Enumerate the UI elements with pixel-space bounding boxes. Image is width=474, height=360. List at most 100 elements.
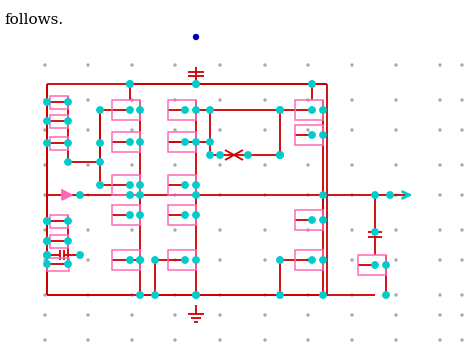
Circle shape: [351, 99, 353, 101]
Circle shape: [77, 192, 83, 198]
Circle shape: [174, 129, 176, 131]
Circle shape: [264, 259, 266, 261]
Circle shape: [127, 139, 133, 145]
Circle shape: [44, 99, 46, 101]
Circle shape: [219, 64, 221, 66]
Circle shape: [264, 129, 266, 131]
Circle shape: [97, 159, 103, 165]
Circle shape: [193, 81, 199, 87]
Text: follows.: follows.: [4, 13, 63, 27]
Circle shape: [137, 212, 143, 218]
Circle shape: [207, 107, 213, 113]
Circle shape: [439, 339, 441, 341]
Circle shape: [264, 164, 266, 166]
Circle shape: [264, 99, 266, 101]
Circle shape: [97, 140, 103, 146]
Circle shape: [264, 64, 266, 66]
Circle shape: [277, 257, 283, 263]
Circle shape: [461, 129, 463, 131]
Circle shape: [97, 182, 103, 188]
Circle shape: [182, 139, 188, 145]
Circle shape: [309, 107, 315, 113]
Circle shape: [44, 99, 50, 105]
Circle shape: [131, 194, 133, 196]
Circle shape: [131, 164, 133, 166]
Circle shape: [127, 81, 133, 87]
Circle shape: [87, 129, 89, 131]
Circle shape: [264, 314, 266, 316]
Circle shape: [219, 194, 221, 196]
Circle shape: [264, 194, 266, 196]
Circle shape: [439, 99, 441, 101]
Circle shape: [131, 259, 133, 261]
Circle shape: [44, 129, 46, 131]
Circle shape: [87, 99, 89, 101]
Circle shape: [174, 64, 176, 66]
Circle shape: [395, 99, 397, 101]
Circle shape: [307, 259, 309, 261]
Circle shape: [152, 257, 158, 263]
Circle shape: [219, 259, 221, 261]
Circle shape: [383, 262, 389, 268]
Bar: [168, 132, 196, 152]
Circle shape: [307, 229, 309, 231]
Bar: [50, 235, 68, 248]
Circle shape: [387, 192, 393, 198]
Circle shape: [320, 217, 326, 223]
Circle shape: [87, 164, 89, 166]
Circle shape: [351, 314, 353, 316]
Circle shape: [44, 261, 50, 267]
Circle shape: [277, 152, 283, 158]
Circle shape: [127, 212, 133, 218]
Circle shape: [137, 192, 143, 198]
Circle shape: [44, 238, 50, 244]
Circle shape: [439, 129, 441, 131]
Circle shape: [461, 99, 463, 101]
Circle shape: [351, 129, 353, 131]
Circle shape: [44, 218, 50, 224]
Circle shape: [44, 229, 46, 231]
Circle shape: [439, 259, 441, 261]
Circle shape: [193, 35, 199, 40]
Circle shape: [320, 107, 326, 113]
Circle shape: [193, 292, 199, 298]
Bar: [112, 250, 140, 270]
Circle shape: [219, 294, 221, 296]
Bar: [295, 100, 323, 120]
Circle shape: [395, 64, 397, 66]
Circle shape: [65, 218, 71, 224]
Polygon shape: [62, 190, 72, 200]
Circle shape: [395, 129, 397, 131]
Circle shape: [219, 314, 221, 316]
Circle shape: [44, 218, 50, 224]
Circle shape: [174, 294, 176, 296]
Circle shape: [193, 107, 199, 113]
Circle shape: [351, 294, 353, 296]
Bar: [168, 250, 196, 270]
Circle shape: [307, 194, 309, 196]
Bar: [295, 125, 323, 145]
Circle shape: [193, 192, 199, 198]
Circle shape: [439, 229, 441, 231]
Circle shape: [307, 99, 309, 101]
Circle shape: [309, 132, 315, 138]
Bar: [112, 205, 140, 225]
Circle shape: [174, 259, 176, 261]
Circle shape: [439, 194, 441, 196]
Circle shape: [137, 107, 143, 113]
Circle shape: [439, 294, 441, 296]
Circle shape: [439, 164, 441, 166]
Circle shape: [395, 164, 397, 166]
Circle shape: [44, 259, 46, 261]
Circle shape: [219, 229, 221, 231]
Circle shape: [77, 252, 83, 258]
Circle shape: [351, 259, 353, 261]
Circle shape: [320, 292, 326, 298]
Circle shape: [137, 182, 143, 188]
Circle shape: [264, 229, 266, 231]
Circle shape: [320, 132, 326, 138]
Circle shape: [44, 238, 50, 244]
Circle shape: [152, 292, 158, 298]
Circle shape: [87, 294, 89, 296]
Circle shape: [174, 99, 176, 101]
